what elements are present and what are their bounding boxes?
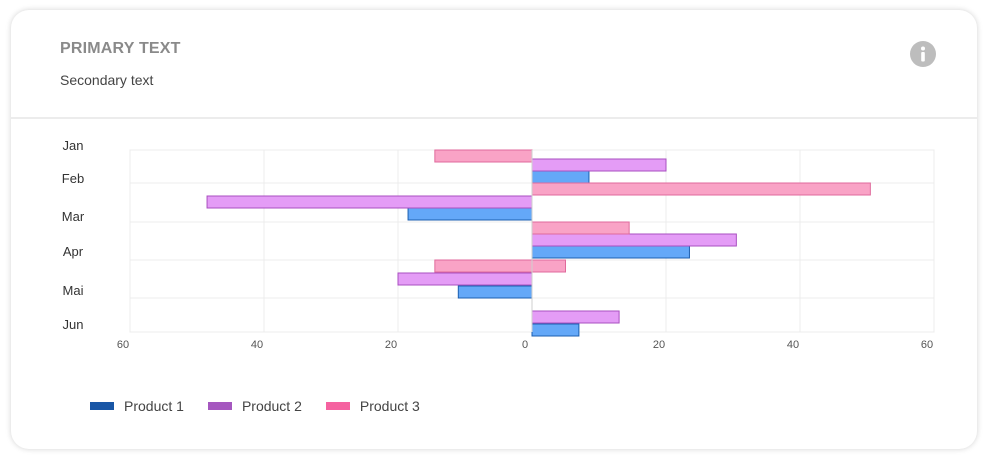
legend-label-product-2: Product 2	[241, 398, 302, 414]
bar-product-2-apr	[531, 233, 737, 247]
info-icon[interactable]	[909, 40, 937, 68]
bar-product-1-mar	[407, 207, 533, 221]
bar-chart: 60 40 20 0 20 40 60 Jan Feb Mar Apr Mai Jun	[62, 138, 935, 351]
x-tick-label: 40	[787, 339, 799, 351]
x-tick-label: 20	[653, 339, 665, 351]
chart-legend: Product 1 Product 2 Product 3	[90, 398, 444, 414]
bar-product-3-mai	[531, 259, 566, 273]
x-tick-label: 60	[921, 339, 933, 351]
legend-item-product-3[interactable]: Product 3	[325, 398, 420, 414]
legend-swatch-product-1	[90, 402, 114, 410]
legend-label-product-1: Product 1	[124, 398, 184, 414]
chart-card: PRIMARY TEXT Secondary text 60 40 20 0 20 40 6…	[11, 10, 977, 449]
bar-product-3-jan	[434, 149, 533, 163]
category-label-apr: Apr	[63, 244, 84, 259]
bar-product-1-jun	[531, 323, 580, 337]
bar-product-3-mar	[531, 221, 630, 235]
category-label-mar: Mar	[62, 209, 85, 224]
x-tick-label: 40	[251, 339, 263, 351]
card-subtitle: Secondary text	[60, 72, 154, 88]
legend-swatch-product-2	[207, 402, 232, 410]
card-header: PRIMARY TEXT Secondary text	[11, 10, 977, 119]
category-label-feb: Feb	[62, 171, 84, 186]
bar-product-3-feb	[531, 182, 871, 196]
legend-label-product-3: Product 3	[359, 398, 420, 414]
bar-product-2-feb	[531, 158, 667, 172]
x-tick-label: 20	[385, 339, 397, 351]
bar-product-2-jun	[531, 310, 620, 324]
category-label-jun: Jun	[63, 317, 84, 332]
x-tick-label: 60	[117, 339, 129, 351]
bar-product-1-mai	[457, 285, 533, 299]
card-title: PRIMARY TEXT	[60, 40, 181, 57]
x-tick-label: 0	[522, 339, 528, 351]
legend-item-product-1[interactable]: Product 1	[90, 398, 184, 414]
legend-swatch-product-3	[325, 402, 350, 410]
bar-product-1-apr	[531, 245, 690, 259]
bar-product-2-mai	[397, 272, 533, 286]
category-label-jan: Jan	[63, 138, 84, 153]
legend-item-product-2[interactable]: Product 2	[207, 398, 302, 414]
bar-product-2-mar	[206, 195, 533, 209]
category-label-mai: Mai	[63, 283, 84, 298]
bar-product-1-feb	[531, 170, 590, 184]
bar-product-3-apr	[434, 259, 533, 273]
